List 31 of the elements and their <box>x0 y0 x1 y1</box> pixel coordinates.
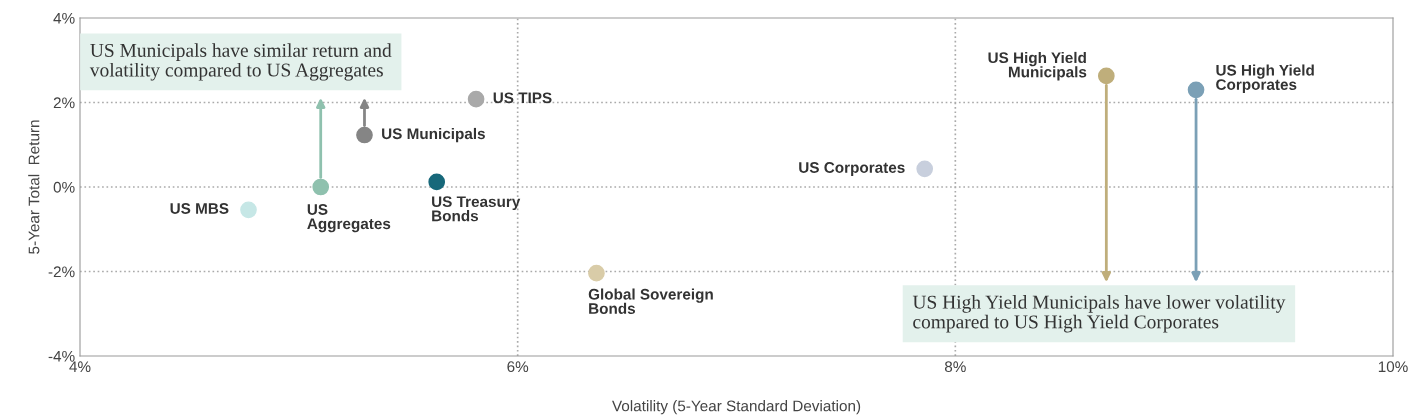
series-label: US Corporates <box>799 162 905 176</box>
point <box>588 264 605 282</box>
series-label: US High Yield Municipals <box>988 51 1087 81</box>
x-tick-label: 10% <box>1378 361 1408 373</box>
series-label: US MBS <box>170 203 229 214</box>
series-label: Global Sovereign Bonds <box>588 288 713 314</box>
x-tick-label: 6% <box>507 361 529 373</box>
series-label: US High Yield Corporates <box>1216 64 1314 93</box>
y-tick-label: -4% <box>48 350 75 362</box>
y-tick-label: 2% <box>53 97 75 109</box>
y-tick-label: 4% <box>53 12 75 24</box>
point <box>240 201 257 219</box>
point <box>1187 81 1205 99</box>
series-label: US Aggregates <box>307 204 391 233</box>
point <box>356 126 373 144</box>
point <box>916 160 934 178</box>
y-axis-title: 5-Year Total Return <box>28 120 40 254</box>
x-tick-label: 8% <box>944 361 966 373</box>
x-axis-title: Volatility (5-Year Standard Deviation) <box>612 400 861 415</box>
point <box>467 90 485 108</box>
point <box>312 178 330 196</box>
series-label: US Treasury Bonds <box>432 196 521 222</box>
annotation: US Municipals have similar return and volatility compared to US Aggregates <box>89 43 392 81</box>
annotation: US High Yield Municipals have lower volatility compared to US High Yield Corporates <box>912 295 1286 333</box>
point <box>1097 67 1115 85</box>
y-tick-label: -2% <box>48 266 75 278</box>
point <box>428 173 446 191</box>
series-label: US Municipals <box>382 127 485 143</box>
x-tick-label: 4% <box>69 361 91 373</box>
series-label: US TIPS <box>493 92 552 104</box>
y-tick-label: 0% <box>53 181 75 193</box>
